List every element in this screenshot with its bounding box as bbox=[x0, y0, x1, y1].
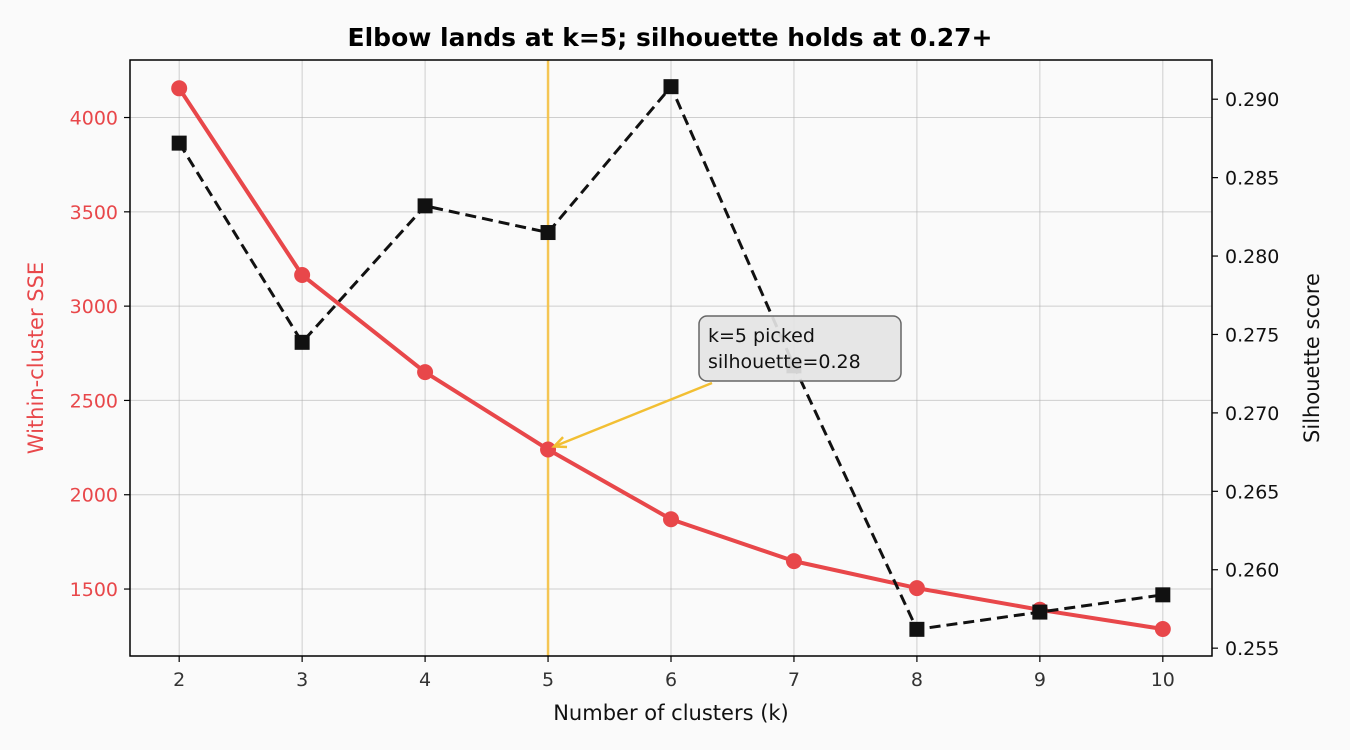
sse-point bbox=[171, 80, 188, 97]
sse-point bbox=[663, 511, 679, 528]
silhouette-point bbox=[909, 621, 925, 637]
x-tick-label: 6 bbox=[665, 669, 677, 691]
right-tick-label: 0.270 bbox=[1225, 403, 1279, 425]
x-tick-label: 8 bbox=[911, 669, 923, 691]
sse-point bbox=[1154, 621, 1171, 638]
right-tick-label: 0.260 bbox=[1225, 560, 1279, 582]
right-tick-label: 0.285 bbox=[1225, 168, 1279, 190]
silhouette-point bbox=[417, 198, 433, 214]
gridlines bbox=[130, 60, 1212, 656]
right-axis-label: Silhouette score bbox=[1300, 273, 1324, 443]
left-tick-label: 3000 bbox=[70, 296, 118, 318]
chart-title: Elbow lands at k=5; silhouette holds at … bbox=[348, 23, 993, 52]
silhouette-point bbox=[294, 334, 310, 350]
silhouette-point bbox=[540, 225, 556, 241]
right-tick-label: 0.255 bbox=[1225, 638, 1279, 660]
annotation-line: silhouette=0.28 bbox=[708, 351, 861, 373]
silhouette-point bbox=[1032, 604, 1048, 620]
x-tick-label: 9 bbox=[1034, 669, 1046, 691]
left-tick-label: 4000 bbox=[70, 108, 118, 130]
x-tick-label: 2 bbox=[173, 669, 185, 691]
left-tick-label: 3500 bbox=[70, 202, 118, 224]
right-tick-label: 0.265 bbox=[1225, 481, 1279, 503]
x-tick-label: 3 bbox=[296, 669, 308, 691]
series-group bbox=[171, 79, 1171, 638]
sse-point bbox=[540, 441, 557, 458]
right-tick-label: 0.275 bbox=[1225, 324, 1279, 346]
right-tick-label: 0.280 bbox=[1225, 246, 1279, 268]
silhouette-point bbox=[1155, 587, 1171, 603]
sse-point bbox=[908, 580, 925, 597]
annotation-arrowhead bbox=[551, 436, 568, 449]
left-tick-label: 2000 bbox=[70, 485, 118, 507]
sse-point bbox=[294, 267, 311, 284]
left-tick-label: 2500 bbox=[70, 390, 118, 412]
annotation-line: k=5 picked bbox=[708, 325, 815, 347]
annotation-arrow bbox=[553, 381, 713, 448]
axes: 2 3 4 5 6 7 8 9 10 1500 2000 2500 3000 3500 4000 0.255 0… bbox=[70, 89, 1280, 691]
sse-point bbox=[785, 553, 802, 570]
x-axis-label: Number of clusters (k) bbox=[553, 701, 789, 725]
x-tick-label: 4 bbox=[419, 669, 431, 691]
silhouette-point bbox=[171, 135, 187, 151]
left-tick-label: 1500 bbox=[70, 579, 118, 601]
sse-point bbox=[417, 364, 434, 381]
right-tick-label: 0.290 bbox=[1225, 89, 1279, 111]
silhouette-point bbox=[663, 79, 679, 95]
x-tick-label: 10 bbox=[1151, 669, 1175, 691]
annotation: k=5 picked silhouette=0.28 bbox=[551, 315, 902, 449]
x-tick-label: 5 bbox=[542, 669, 554, 691]
x-tick-label: 7 bbox=[788, 669, 800, 691]
left-axis-label: Within-cluster SSE bbox=[24, 262, 48, 454]
annotation-box bbox=[698, 315, 902, 382]
